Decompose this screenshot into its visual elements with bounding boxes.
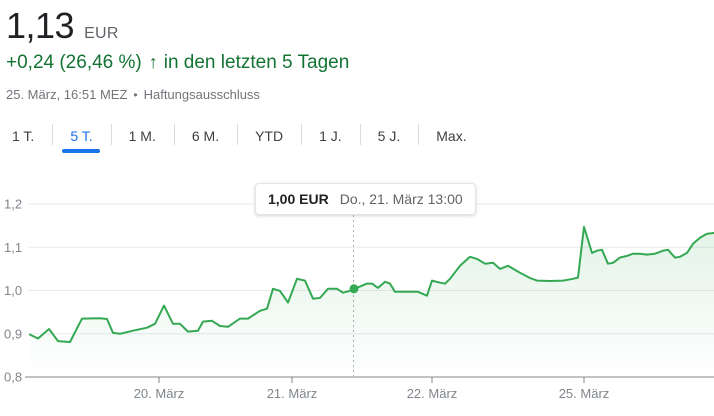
change-period: in den letzten 5 Tagen [163, 52, 350, 73]
tab-1y-label: 1 J. [319, 128, 342, 144]
y-axis-label: 1,1 [4, 240, 22, 255]
y-axis-label: 1,0 [4, 283, 22, 298]
currency-code: EUR [84, 25, 119, 42]
tab-1d-label: 1 T. [12, 128, 35, 144]
quote-timestamp: 25. März, 16:51 MEZ [6, 87, 128, 102]
x-axis-label: 20. März [134, 386, 185, 401]
tab-1y[interactable]: 1 J. [301, 117, 360, 153]
chart-tooltip: 1,00 EUR Do., 21. März 13:00 [255, 183, 476, 215]
x-axis-label: 21. März [267, 386, 318, 401]
price-header: 1,13 EUR [6, 4, 119, 48]
tab-5y-label: 5 J. [377, 128, 401, 144]
tab-1m[interactable]: 1 M. [110, 117, 174, 153]
price-chart[interactable]: 1,2 1,1 1,0 0,9 0,8 20. März 21. März 22. März 2… [0, 185, 714, 416]
price-change-row: +0,24 (26,46 %) ↑ in den letzten 5 Tagen [6, 51, 349, 74]
chart-area[interactable]: 1,2 1,1 1,0 0,9 0,8 20. März 21. März 22. März 2… [0, 160, 714, 416]
disclaimer-link[interactable]: Haftungsausschluss [143, 87, 260, 102]
tab-max-label: Max. [436, 128, 467, 144]
tooltip-time: Do., 21. März 13:00 [339, 191, 463, 207]
y-axis-label: 0,9 [4, 326, 22, 341]
separator-dot: • [133, 88, 138, 102]
area-fill [30, 226, 714, 377]
tab-1m-label: 1 M. [128, 128, 156, 144]
tab-5d[interactable]: 5 T. [52, 117, 110, 153]
tab-5d-label: 5 T. [70, 128, 93, 144]
range-tabs: 1 T. 5 T. 1 M. 6 M. YTD 1 J. 5 J. Max. [0, 117, 485, 153]
tab-ytd-label: YTD [255, 128, 284, 144]
price-line [29, 225, 714, 343]
tab-max[interactable]: Max. [418, 117, 484, 153]
tab-1d[interactable]: 1 T. [0, 117, 52, 153]
x-axis-label: 22. März [407, 386, 458, 401]
tooltip-price: 1,00 EUR [268, 191, 329, 207]
hover-point-dot [349, 284, 359, 294]
change-value: +0,24 (26,46 %) [6, 52, 142, 73]
y-axis-label: 0,8 [4, 370, 22, 385]
tab-6m[interactable]: 6 M. [173, 117, 237, 153]
arrow-up-icon: ↑ [148, 52, 158, 72]
tab-5y[interactable]: 5 J. [359, 117, 419, 153]
x-axis-label: 25. März [559, 386, 610, 401]
quote-meta-row: 25. März, 16:51 MEZ • Haftungsausschluss [6, 87, 260, 103]
current-price: 1,13 [6, 5, 75, 46]
tab-ytd[interactable]: YTD [237, 117, 301, 153]
tab-6m-label: 6 M. [191, 128, 220, 144]
y-axis-label: 1,2 [4, 197, 22, 212]
